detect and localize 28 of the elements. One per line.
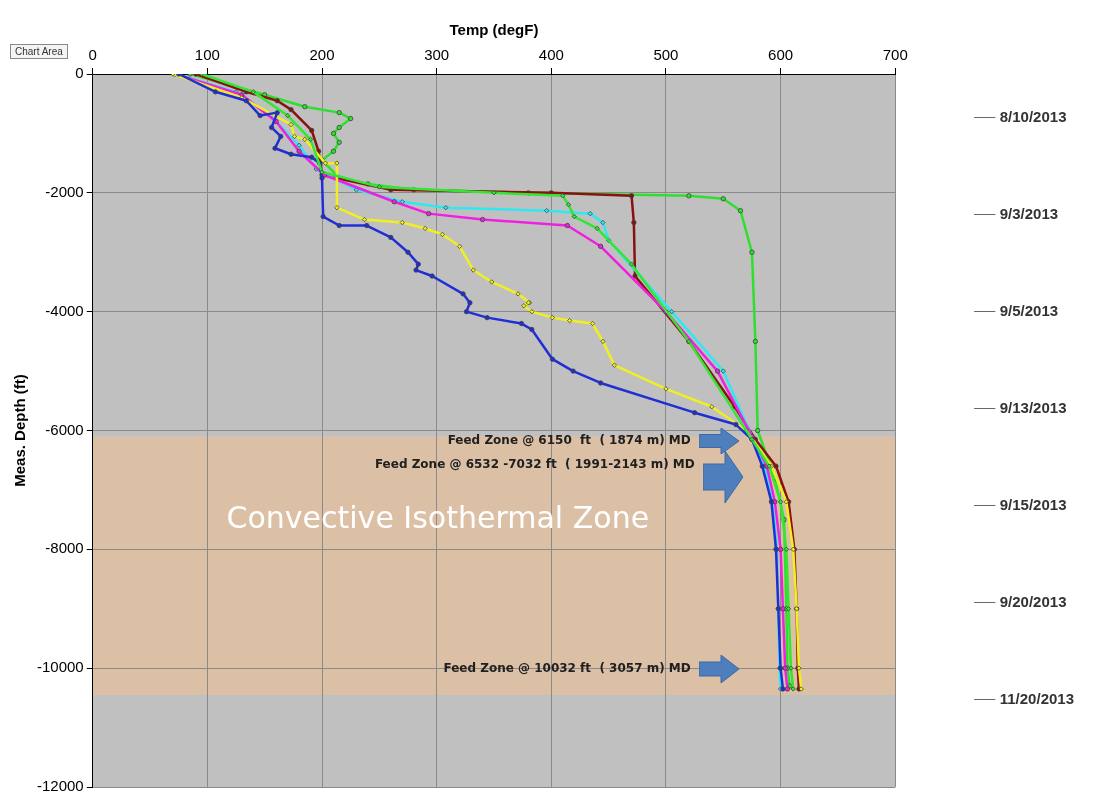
x-tick-label: 0 xyxy=(88,46,97,64)
legend-label: 8/10/2013 xyxy=(999,107,1067,125)
x-tick-label: 700 xyxy=(882,46,908,64)
x-tick-label: 200 xyxy=(309,46,335,64)
x-axis-title: Temp (degF) xyxy=(449,21,539,39)
y-tick-label: -12000 xyxy=(36,777,84,795)
y-axis-title: Meas. Depth (ft) xyxy=(11,374,29,487)
x-tick-label: 500 xyxy=(653,46,679,64)
annotation: Feed Zone @ 6532 -7032 ft ( 1991-2143 m) MD xyxy=(374,456,695,471)
y-tick-label: -8000 xyxy=(45,539,84,557)
legend-label: 9/5/2013 xyxy=(999,301,1059,319)
legend-label: 9/13/2013 xyxy=(999,398,1067,416)
legend-label: 9/20/2013 xyxy=(999,592,1067,610)
x-tick-label: 300 xyxy=(424,46,450,64)
y-tick-label: -2000 xyxy=(45,182,84,200)
legend-label: 9/15/2013 xyxy=(999,495,1067,513)
text: Chart Area xyxy=(10,44,68,59)
y-tick-label: -4000 xyxy=(45,301,84,319)
legend-label: 9/3/2013 xyxy=(999,204,1059,222)
x-tick-label: 600 xyxy=(768,46,794,64)
y-tick-label: -6000 xyxy=(45,420,84,438)
x-tick-label: 400 xyxy=(538,46,564,64)
legend-label: 11/20/2013 xyxy=(999,689,1074,707)
annotation: Feed Zone @ 6150 ft ( 1874 m) MD xyxy=(447,433,691,448)
x-tick-label: 100 xyxy=(194,46,220,64)
annotation: Feed Zone @ 10032 ft ( 3057 m) MD xyxy=(443,661,691,676)
y-tick-label: -10000 xyxy=(36,658,84,676)
y-tick-label: 0 xyxy=(75,64,84,82)
